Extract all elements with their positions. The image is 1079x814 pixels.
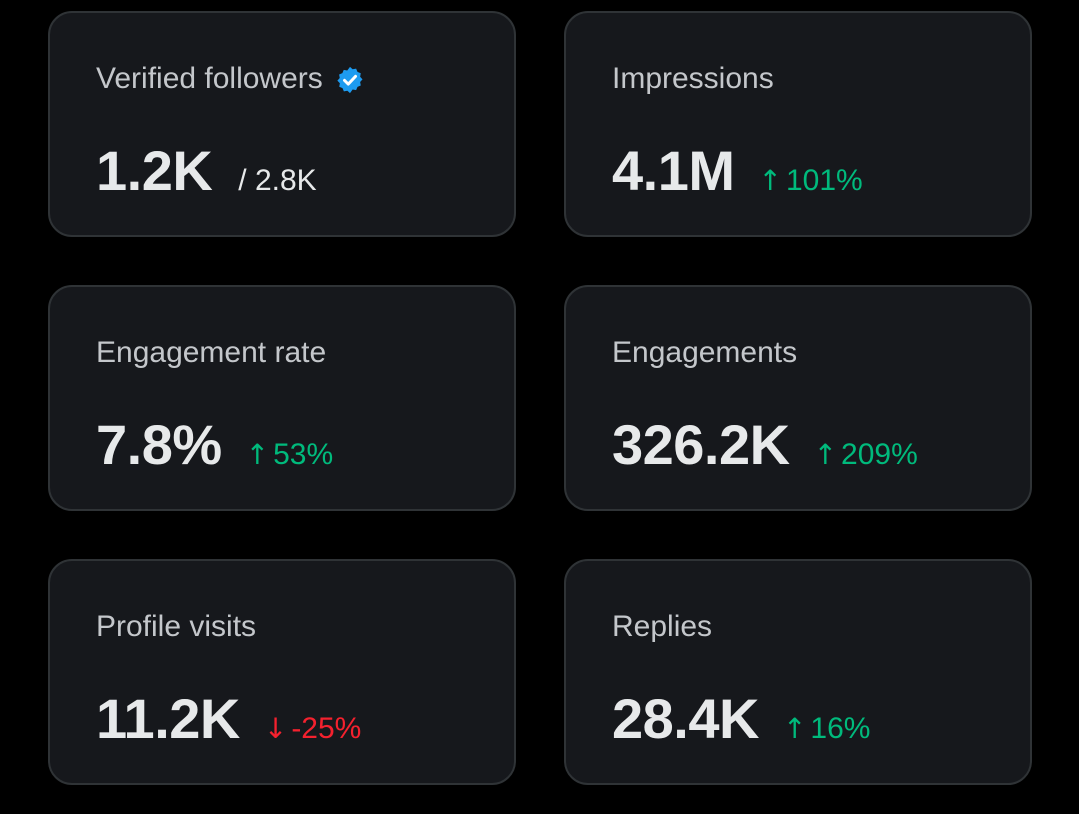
metric-value: 1.2K [96, 139, 213, 202]
card-label-text: Replies [612, 610, 713, 643]
metric-delta: ↑ 209% [814, 438, 918, 472]
card-label-text: Verified followers [96, 62, 323, 95]
delta-text: 16% [810, 712, 871, 745]
card-label: Profile visits [96, 609, 256, 645]
card-label: Replies [612, 609, 712, 645]
card-label: Impressions [612, 61, 774, 97]
card-engagements[interactable]: Engagements 326.2K ↑ 209% [564, 285, 1032, 511]
arrow-up-icon: ↑ [758, 164, 782, 197]
delta-text: 53% [273, 438, 334, 471]
card-profile-visits[interactable]: Profile visits 11.2K ↓ -25% [48, 559, 516, 785]
metric-delta: ↑ 16% [783, 712, 871, 746]
card-label-text: Profile visits [96, 610, 257, 643]
card-impressions[interactable]: Impressions 4.1M ↑ 101% [564, 11, 1032, 237]
card-label: Engagements [612, 335, 797, 371]
card-verified-followers[interactable]: Verified followers 1.2K / 2.8K [48, 11, 516, 237]
arrow-down-icon: ↓ [263, 712, 288, 745]
metric-delta: ↑ 101% [759, 164, 863, 198]
value-row: 11.2K ↓ -25% [96, 689, 361, 749]
metric-value: 326.2K [612, 413, 790, 476]
value-row: 28.4K ↑ 16% [612, 689, 870, 749]
value-row: 4.1M ↑ 101% [612, 141, 863, 201]
metric-delta: ↑ 53% [246, 438, 334, 472]
arrow-up-icon: ↑ [813, 438, 838, 471]
delta-text: 209% [841, 438, 918, 471]
arrow-up-icon: ↑ [782, 712, 807, 745]
metric-delta: ↓ -25% [264, 712, 362, 746]
metric-value: 28.4K [612, 687, 759, 750]
card-label-text: Engagements [612, 336, 798, 369]
metric-value: 7.8% [96, 413, 222, 476]
card-label: Verified followers [96, 61, 365, 97]
card-label-text: Engagement rate [96, 336, 327, 369]
card-replies[interactable]: Replies 28.4K ↑ 16% [564, 559, 1032, 785]
arrow-up-icon: ↑ [245, 438, 270, 471]
card-engagement-rate[interactable]: Engagement rate 7.8% ↑ 53% [48, 285, 516, 511]
delta-text: 101% [785, 164, 863, 197]
value-row: 7.8% ↑ 53% [96, 415, 333, 475]
card-label: Engagement rate [96, 335, 326, 371]
metric-value: 11.2K [96, 687, 240, 750]
card-label-text: Impressions [612, 62, 774, 95]
metric-total: / 2.8K [238, 164, 317, 197]
metric-value: 4.1M [612, 139, 735, 202]
delta-text: -25% [291, 712, 362, 745]
value-row: 326.2K ↑ 209% [612, 415, 918, 475]
verified-badge-icon [335, 65, 365, 95]
value-row: 1.2K / 2.8K [96, 141, 317, 201]
